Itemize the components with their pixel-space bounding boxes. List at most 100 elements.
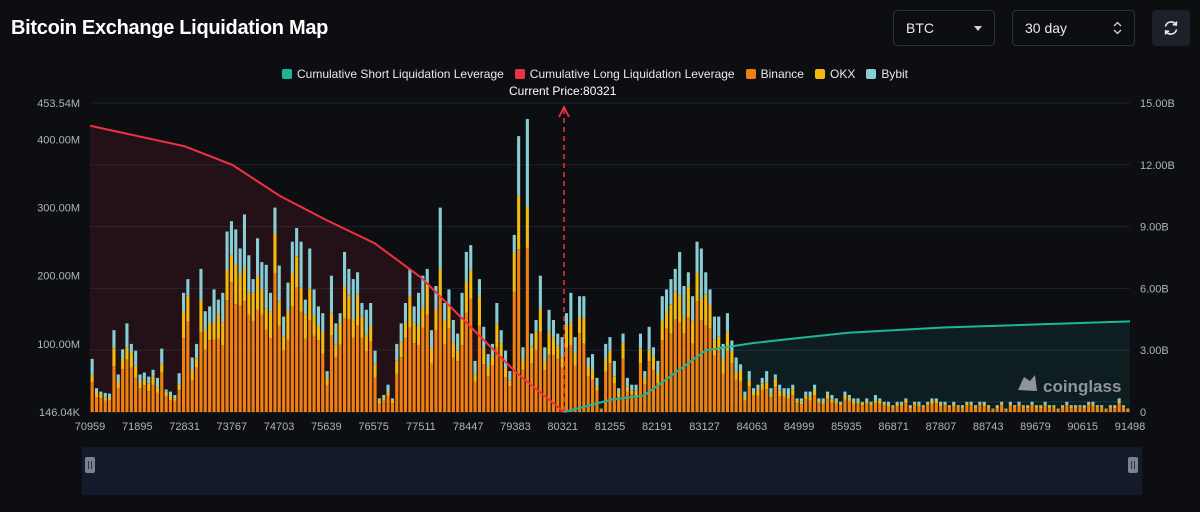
range-select[interactable]: 30 day — [1012, 10, 1135, 46]
okx-bar — [1108, 406, 1112, 408]
okx-bar — [469, 270, 473, 299]
okx-bar — [364, 334, 368, 352]
bybit-bar — [734, 357, 738, 373]
y-left-tick-label: 453.54M — [37, 98, 80, 110]
bybit-bar — [251, 279, 255, 293]
coin-select[interactable]: BTC — [893, 10, 995, 46]
binance-bar — [1095, 407, 1099, 412]
bybit-bar — [1108, 405, 1112, 407]
binance-bar — [95, 397, 99, 412]
okx-bar — [434, 309, 438, 331]
binance-bar — [390, 403, 394, 412]
bybit-bar — [386, 384, 390, 393]
bybit-bar — [978, 401, 982, 404]
okx-bar — [295, 256, 299, 287]
okx-bar — [482, 347, 486, 365]
okx-bar — [282, 336, 286, 350]
bybit-bar — [164, 389, 168, 392]
range-select-value: 30 day — [1025, 20, 1068, 36]
binance-bar — [604, 371, 608, 412]
bybit-bar — [630, 384, 634, 391]
bybit-bar — [1013, 405, 1017, 407]
range-slider[interactable] — [82, 447, 1142, 495]
slider-left-handle[interactable] — [85, 457, 95, 473]
okx-bar — [1043, 403, 1047, 406]
binance-bar — [752, 395, 756, 412]
okx-bar — [843, 395, 847, 400]
bybit-bar — [974, 405, 978, 407]
liquidation-chart[interactable]: 453.54M 400.00M 300.00M 200.00M 100.00M 146.0… — [0, 0, 1200, 445]
binance-bar — [704, 325, 708, 412]
binance-bar — [926, 405, 930, 412]
okx-bar — [708, 304, 712, 329]
okx-bar — [630, 390, 634, 395]
okx-bar — [830, 399, 834, 403]
bybit-bar — [508, 371, 512, 381]
bybit-bar — [399, 323, 403, 343]
bybit-bar — [882, 401, 886, 404]
bybit-bar — [1052, 405, 1056, 407]
okx-bar — [534, 331, 538, 350]
binance-bar — [251, 321, 255, 412]
binance-bar — [290, 306, 294, 412]
slider-right-handle[interactable] — [1128, 457, 1138, 473]
okx-bar — [203, 330, 207, 350]
legend-item-short[interactable]: Cumulative Short Liquidation Leverage — [282, 67, 504, 81]
okx-bar — [1095, 406, 1099, 408]
legend-item-okx[interactable]: OKX — [814, 67, 855, 81]
bybit-bar — [839, 401, 843, 404]
binance-bar — [534, 349, 538, 412]
okx-bar — [1100, 406, 1104, 408]
x-tick-label: 75639 — [311, 421, 342, 433]
bybit-bar — [530, 333, 534, 347]
binance-bar — [930, 404, 934, 412]
binance-bar — [813, 395, 817, 412]
okx-bar — [665, 311, 669, 329]
bybit-bar — [1074, 405, 1078, 407]
bybit-bar — [1126, 408, 1130, 410]
okx-bar — [908, 407, 912, 408]
binance-bar — [325, 385, 329, 412]
legend-swatch — [814, 69, 825, 79]
okx-bar — [212, 322, 216, 340]
okx-bar — [900, 403, 904, 406]
bybit-bar — [1061, 405, 1065, 407]
short-cumulative-line — [563, 320, 1131, 413]
bybit-bar — [847, 395, 851, 398]
okx-bar — [208, 322, 212, 341]
bybit-bar — [486, 354, 490, 367]
okx-bar — [99, 394, 103, 399]
bybit-bar — [856, 398, 860, 402]
okx-bar — [395, 360, 399, 374]
bybit-bar — [843, 391, 847, 396]
okx-bar — [142, 379, 146, 386]
legend-item-binance[interactable]: Binance — [745, 67, 804, 81]
binance-bar — [765, 389, 769, 412]
binance-bar — [725, 350, 729, 412]
okx-bar — [125, 347, 129, 360]
page-title: Bitcoin Exchange Liquidation Map — [11, 17, 329, 39]
okx-bar — [530, 346, 534, 364]
bybit-bar — [1034, 405, 1038, 406]
bybit-bar — [308, 248, 312, 289]
binance-bar — [1000, 405, 1004, 412]
okx-bar — [1087, 403, 1091, 406]
legend-item-long[interactable]: Cumulative Long Liquidation Leverage — [514, 67, 735, 81]
okx-bar — [1017, 403, 1021, 406]
binance-bar — [112, 366, 116, 412]
binance-bar — [403, 337, 407, 412]
refresh-button[interactable] — [1152, 10, 1190, 46]
bybit-bar — [277, 265, 281, 302]
okx-bar — [821, 402, 825, 404]
binance-bar — [1104, 410, 1108, 412]
legend-item-bybit[interactable]: Bybit — [866, 67, 908, 81]
okx-bar — [390, 400, 394, 404]
okx-bar — [1013, 406, 1017, 408]
legend-swatch — [282, 69, 292, 79]
x-tick-label: 76575 — [358, 421, 389, 433]
okx-bar — [717, 336, 721, 350]
binance-bar — [1043, 405, 1047, 412]
okx-bar — [808, 396, 812, 401]
bybit-bar — [904, 398, 908, 401]
binance-bar — [225, 300, 229, 412]
